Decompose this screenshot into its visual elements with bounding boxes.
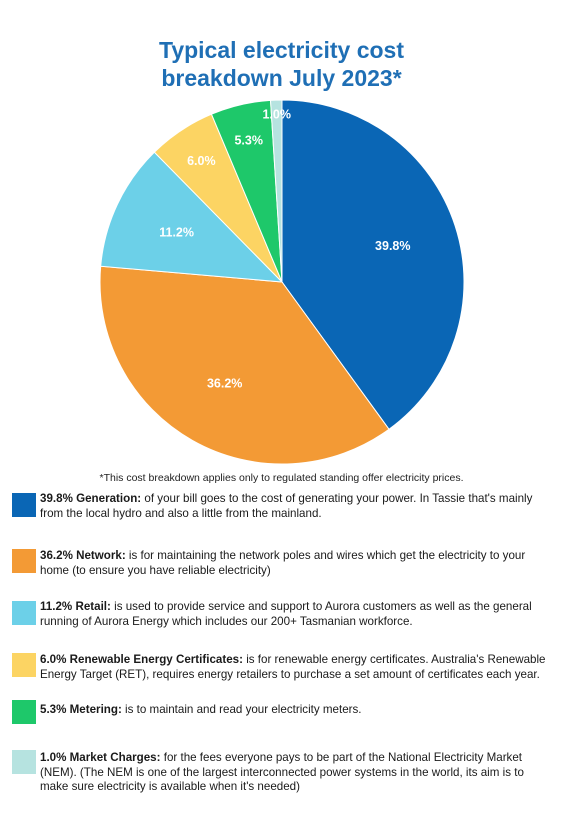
pie-label-market-charges: 1.0% [262,108,291,122]
chart-title: Typical electricity cost breakdown July … [0,36,563,92]
legend-desc-network: is for maintaining the network poles and… [40,549,526,577]
legend-desc-market: for the fees everyone pays to be part of… [40,751,524,793]
pie-label-generation: 39.8% [375,239,410,253]
pie-slice-generation [281,99,465,430]
legend-swatch-retail [12,601,36,625]
pie-slice-retail [100,151,284,283]
chart-title-line-1: Typical electricity cost [158,37,404,63]
legend-bold-metering: 5.3% Metering: [40,703,122,716]
legend-desc-metering: is to maintain and read your electricity… [121,703,362,716]
legend-bold-network: 36.2% Network: [40,549,126,562]
legend-desc-renewable: is for renewable energy certificates. Au… [40,653,546,681]
legend-swatch-network [12,549,36,573]
chart-title-line-2: breakdown July 2023* [161,65,402,91]
legend-bold-retail: 11.2% Retail: [40,600,111,613]
legend-swatch-market [12,750,36,774]
legend-bold-renewable: 6.0% Renewable Energy Certificates: [40,653,243,666]
legend-swatch-generation [12,493,36,517]
legend-desc-retail: is used to provide service and support t… [40,600,532,628]
legend-bold-generation: 39.8% Generation: [40,492,142,505]
pie-slice-network [99,265,390,465]
legend-swatch-metering [12,700,36,724]
pie-label-retail: 11.2% [159,225,194,239]
legend-text-market: 1.0% Market Charges: for the fees everyo… [40,751,552,795]
legend-text-retail: 11.2% Retail: is used to provide service… [40,600,552,629]
legend-bold-market: 1.0% Market Charges: [40,751,161,764]
legend-desc-generation: of your bill goes to the cost of generat… [40,492,533,520]
legend-text-metering: 5.3% Metering: is to maintain and read y… [40,703,552,718]
pie-label-renewable-energy-certificates: 6.0% [187,154,216,168]
legend-text-network: 36.2% Network: is for maintaining the ne… [40,549,552,578]
pie-label-metering: 5.3% [234,133,263,147]
legend-text-generation: 39.8% Generation: of your bill goes to t… [40,492,552,521]
pie-label-network: 36.2% [207,376,242,390]
footnote: *This cost breakdown applies only to reg… [99,472,464,484]
pie-chart: 39.8% 36.2% 11.2% 6.0% 5.3% 1.0% [99,99,465,465]
legend-swatch-renewable [12,653,36,677]
pie-slice-market-charges [269,99,283,283]
legend-text-renewable: 6.0% Renewable Energy Certificates: is f… [40,653,552,682]
